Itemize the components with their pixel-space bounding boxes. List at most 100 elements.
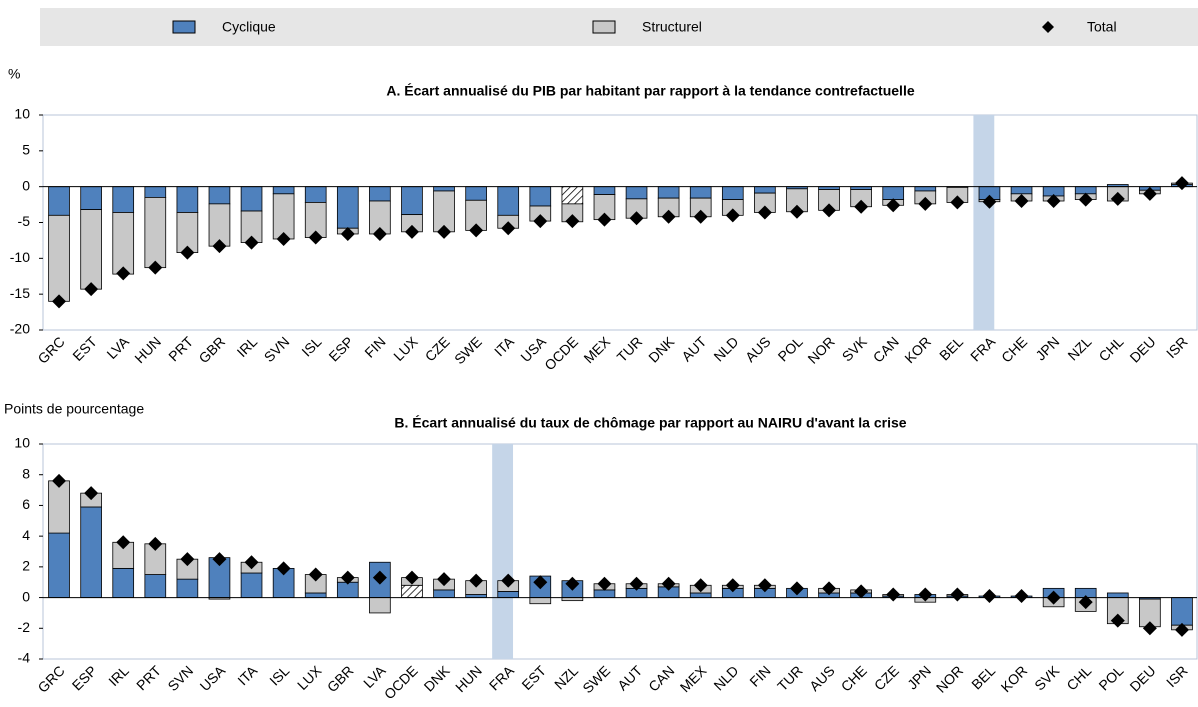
x-tick-label: AUT xyxy=(678,333,709,364)
y-tick-label: -4 xyxy=(18,650,31,666)
x-tick-label: ISL xyxy=(266,662,292,688)
total-marker xyxy=(1174,176,1189,191)
total-marker xyxy=(84,282,99,297)
bar-segment xyxy=(625,186,648,200)
bar-segment xyxy=(689,592,712,598)
total-marker xyxy=(693,578,708,593)
x-tick-label: DEU xyxy=(1126,333,1158,365)
total-marker xyxy=(757,578,772,593)
legend-swatch xyxy=(172,20,196,34)
legend-label: Structurel xyxy=(642,19,702,35)
x-tick-label: PRT xyxy=(133,662,164,693)
x-tick-label: TUR xyxy=(774,662,806,694)
total-marker xyxy=(565,214,580,229)
x-tick-label: POL xyxy=(1095,662,1126,693)
total-marker xyxy=(469,223,484,238)
total-marker xyxy=(116,535,131,550)
x-tick-label: NZL xyxy=(1064,333,1094,363)
x-tick-label: ISR xyxy=(1163,333,1191,361)
bar-segment xyxy=(304,592,327,598)
total-marker xyxy=(950,587,965,602)
bar-segment xyxy=(176,186,199,213)
x-tick-label: OCDE xyxy=(541,333,581,373)
chart-title: A. Écart annualisé du PIB par habitant p… xyxy=(386,83,914,99)
bar-segment xyxy=(48,186,70,216)
total-marker xyxy=(1174,622,1189,637)
total-marker xyxy=(822,203,837,218)
total-marker xyxy=(822,581,837,596)
x-tick-label: MEX xyxy=(580,333,613,366)
x-tick-label: CHL xyxy=(1063,662,1094,693)
y-tick-label: 4 xyxy=(22,527,30,543)
total-marker xyxy=(212,239,227,254)
plot-area xyxy=(42,443,1198,660)
highlight-band xyxy=(492,444,514,659)
x-tick-label: GBR xyxy=(324,662,357,695)
total-marker xyxy=(372,570,387,585)
x-tick-label: SVN xyxy=(164,662,196,694)
y-tick-label: 8 xyxy=(22,465,30,481)
total-marker xyxy=(1110,191,1125,206)
total-marker xyxy=(437,224,452,239)
total-marker xyxy=(1142,186,1157,201)
bar-segment xyxy=(369,186,391,202)
y-tick-label: -10 xyxy=(10,249,30,265)
x-tick-label: FIN xyxy=(361,333,388,360)
x-tick-label: NZL xyxy=(551,662,581,692)
x-tick-label: EST xyxy=(518,662,549,693)
x-tick-label: HUN xyxy=(131,333,164,366)
bar-segment xyxy=(272,186,295,195)
y-tick-label: 10 xyxy=(14,106,30,122)
x-tick-label: SVK xyxy=(839,333,871,365)
bar-segment xyxy=(48,214,70,302)
bar-segment xyxy=(144,574,167,598)
total-marker xyxy=(854,199,869,214)
bar-segment xyxy=(208,186,231,205)
total-marker xyxy=(886,198,901,213)
bar-segment xyxy=(689,186,712,199)
bar-segment xyxy=(1171,597,1193,626)
x-tick-label: SWE xyxy=(451,333,485,367)
x-tick-label: ISL xyxy=(298,333,324,359)
bar-segment xyxy=(561,186,584,205)
x-tick-label: NLD xyxy=(710,662,741,693)
total-marker xyxy=(982,194,997,209)
total-marker xyxy=(1142,621,1157,636)
total-marker xyxy=(629,576,644,591)
x-tick-label: DEU xyxy=(1126,662,1158,694)
bar-segment xyxy=(304,186,327,203)
total-marker xyxy=(244,235,259,250)
x-tick-label: LVA xyxy=(103,333,132,362)
x-tick-label: JPN xyxy=(904,662,934,692)
x-tick-label: GRC xyxy=(34,662,67,695)
y-tick-label: -20 xyxy=(10,321,30,337)
legend-swatch xyxy=(592,20,616,34)
bar-segment xyxy=(433,186,455,192)
x-tick-label: SWE xyxy=(579,662,613,696)
x-tick-label: CZE xyxy=(422,333,453,364)
x-tick-label: CZE xyxy=(871,662,902,693)
y-tick-label: 2 xyxy=(22,558,30,574)
bar-segment xyxy=(1010,186,1033,195)
bar-segment xyxy=(1106,592,1129,598)
y-tick-label: 0 xyxy=(22,177,30,193)
total-marker xyxy=(725,208,740,223)
x-tick-label: NOR xyxy=(933,662,966,695)
x-tick-label: AUT xyxy=(614,662,645,693)
x-tick-label: OCDE xyxy=(381,662,421,702)
total-marker xyxy=(52,294,67,309)
bar-segment xyxy=(112,186,135,213)
x-tick-label: PRT xyxy=(165,333,196,364)
total-marker xyxy=(725,578,740,593)
x-tick-label: MEX xyxy=(677,662,710,695)
x-tick-label: JPN xyxy=(1032,333,1062,363)
total-marker xyxy=(886,587,901,602)
total-marker xyxy=(854,584,869,599)
y-axis-label: % xyxy=(8,66,20,82)
total-marker xyxy=(308,230,323,245)
total-marker xyxy=(1046,590,1061,605)
x-tick-label: USA xyxy=(197,662,229,694)
bar-segment xyxy=(144,186,167,198)
total-marker xyxy=(52,473,67,488)
